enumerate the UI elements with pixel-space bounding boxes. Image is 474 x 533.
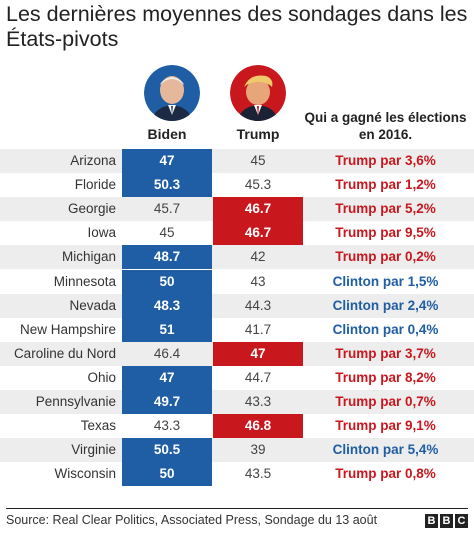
state-label: Nevada	[69, 297, 116, 313]
trump-portrait-icon	[230, 65, 286, 121]
won-2016-label: Trump par 3,6%	[335, 153, 436, 168]
table-row: Pennsylvanie 49.7 43.3 Trump par 0,7%	[0, 390, 474, 414]
biden-poll-value: 47	[122, 149, 212, 173]
biden-poll-value: 50	[122, 269, 212, 294]
bbc-logo-letter: B	[440, 514, 453, 528]
won-2016-label: Clinton par 1,5%	[332, 273, 439, 289]
state-label: Floride	[74, 177, 116, 193]
table-row: Wisconsin 50 43.5 Trump par 0,8%	[0, 462, 474, 487]
won-2016-label: Trump par 5,2%	[335, 201, 436, 217]
trump-poll-value: 43.5	[244, 466, 272, 482]
won-2016-label: Trump par 9,5%	[335, 225, 436, 241]
biden-poll-value: 43.3	[153, 418, 181, 434]
footer-divider	[6, 508, 468, 509]
trump-poll-value: 46.8	[213, 414, 303, 439]
bbc-logo: B B C	[425, 514, 468, 528]
state-label: Texas	[80, 418, 116, 434]
trump-poll-value: 45	[250, 153, 266, 168]
biden-poll-value: 51	[122, 317, 212, 342]
won-2016-label: Trump par 9,1%	[335, 418, 436, 434]
biden-poll-value: 50.5	[122, 438, 212, 463]
trump-poll-value: 45.3	[244, 177, 272, 193]
won-2016-label: Clinton par 0,4%	[332, 321, 439, 337]
table-row: Caroline du Nord 46.4 47 Trump par 3,7%	[0, 341, 474, 366]
biden-poll-value: 47	[122, 365, 212, 390]
trump-poll-value: 43	[250, 273, 266, 289]
state-label: Michigan	[61, 249, 116, 265]
table-row: Nevada 48.3 44.3 Clinton par 2,4%	[0, 293, 474, 318]
won-2016-label: Trump par 0,8%	[335, 466, 436, 482]
won-2016-label: Trump par 1,2%	[335, 177, 436, 193]
state-label: Iowa	[87, 225, 116, 241]
state-label: Wisconsin	[54, 466, 116, 482]
trump-poll-value: 42	[250, 249, 266, 265]
biden-poll-value: 49.7	[122, 390, 212, 414]
trump-poll-value: 43.3	[244, 394, 272, 409]
state-label: Virginie	[71, 442, 116, 458]
table-row: Floride 50.3 45.3 Trump par 1,2%	[0, 173, 474, 198]
trump-poll-value: 39	[250, 442, 266, 458]
state-label: New Hampshire	[19, 321, 116, 337]
table-row: Iowa 45 46.7 Trump par 9,5%	[0, 221, 474, 246]
table-row: Texas 43.3 46.8 Trump par 9,1%	[0, 414, 474, 439]
trump-poll-value: 44.3	[244, 297, 272, 313]
state-label: Pennsylvanie	[35, 394, 116, 409]
won-2016-label: Trump par 0,2%	[335, 249, 436, 265]
table-row: Michigan 48.7 42 Trump par 0,2%	[0, 245, 474, 270]
table-row: Ohio 47 44.7 Trump par 8,2%	[0, 365, 474, 390]
biden-poll-value: 50	[122, 462, 212, 487]
trump-poll-value: 46.7	[213, 221, 303, 246]
state-label: Georgie	[67, 201, 116, 217]
biden-poll-value: 50.3	[122, 173, 212, 198]
source-note: Source: Real Clear Politics, Associated …	[6, 513, 378, 527]
table-row: Georgie 45.7 46.7 Trump par 5,2%	[0, 197, 474, 222]
state-label: Ohio	[87, 369, 116, 385]
biden-poll-value: 46.4	[153, 345, 181, 361]
chart-title: Les dernières moyennes des sondages dans…	[6, 2, 468, 51]
biden-portrait-icon	[144, 65, 200, 121]
bbc-logo-letter: C	[455, 514, 468, 528]
won-2016-label: Clinton par 2,4%	[332, 297, 439, 313]
table-row: Minnesota 50 43 Clinton par 1,5%	[0, 269, 474, 294]
bbc-logo-letter: B	[425, 514, 438, 528]
table-row: Arizona 47 45 Trump par 3,6%	[0, 149, 474, 173]
trump-poll-value: 41.7	[244, 321, 272, 337]
table-row: Virginie 50.5 39 Clinton par 5,4%	[0, 438, 474, 463]
state-label: Caroline du Nord	[13, 345, 116, 361]
biden-poll-value: 48.7	[122, 245, 212, 270]
won-2016-label: Clinton par 5,4%	[332, 442, 439, 458]
column-header-won-2016: Qui a gagné les élections en 2016.	[304, 110, 467, 142]
trump-poll-value: 46.7	[213, 197, 303, 222]
table-row: New Hampshire 51 41.7 Clinton par 0,4%	[0, 317, 474, 342]
trump-poll-value: 44.7	[244, 369, 272, 385]
column-header-trump: Trump	[236, 126, 280, 142]
trump-poll-value: 47	[213, 341, 303, 366]
biden-poll-value: 45.7	[153, 201, 181, 217]
won-2016-label: Trump par 0,7%	[335, 394, 436, 409]
state-label: Arizona	[70, 153, 116, 168]
biden-poll-value: 45	[159, 225, 175, 241]
state-label: Minnesota	[53, 273, 116, 289]
column-header-biden: Biden	[147, 126, 187, 142]
won-2016-label: Trump par 3,7%	[335, 345, 436, 361]
won-2016-label: Trump par 8,2%	[335, 369, 436, 385]
biden-poll-value: 48.3	[122, 293, 212, 318]
